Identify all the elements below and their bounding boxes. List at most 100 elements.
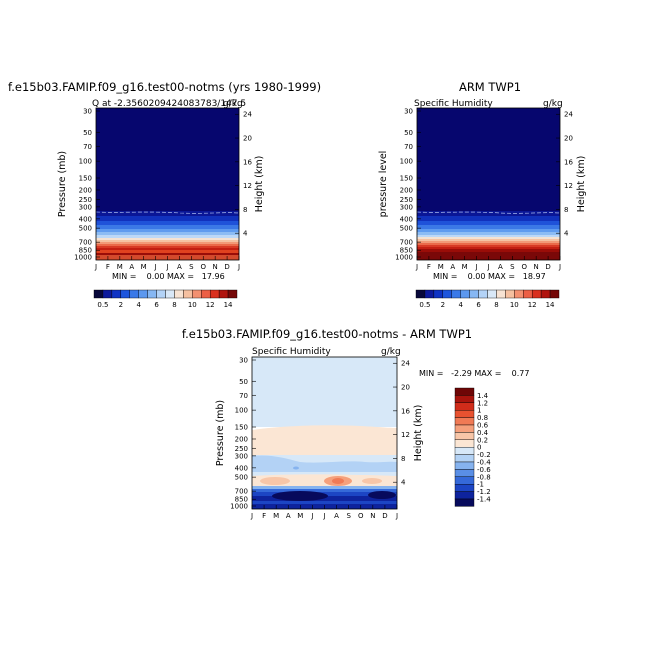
x-tick-label: S bbox=[346, 512, 351, 520]
x-tick-label: A bbox=[129, 263, 134, 271]
colorbar-box bbox=[129, 289, 139, 299]
height-tick-label: 12 bbox=[243, 182, 252, 190]
colorbar-label: 4 bbox=[136, 301, 141, 309]
y-axis-right-label: Height (km) bbox=[413, 405, 424, 462]
colorbar-box bbox=[165, 289, 175, 299]
colorbar-box bbox=[138, 289, 148, 299]
min-max-text: MIN = 0.00 MAX = 17.96 bbox=[112, 272, 225, 281]
colorbar-box bbox=[433, 289, 444, 299]
field-neg-2 bbox=[252, 489, 397, 493]
colorbar-box bbox=[415, 289, 426, 299]
y-tick-label: 200 bbox=[235, 435, 248, 443]
colorbar-box bbox=[227, 289, 238, 299]
y-tick-label: 850 bbox=[235, 496, 248, 504]
colorbar-box bbox=[454, 447, 475, 455]
x-tick-label: F bbox=[262, 512, 266, 520]
colorbar-label: 12 bbox=[528, 301, 537, 309]
colorbar-label: -0.8 bbox=[477, 473, 491, 481]
colorbar-label: 6 bbox=[154, 301, 159, 309]
colorbar-label: 2 bbox=[119, 301, 123, 309]
colorbar-box bbox=[540, 289, 551, 299]
field-band-14 bbox=[417, 249, 560, 253]
heatmap-field bbox=[417, 108, 560, 260]
x-tick-label: O bbox=[358, 512, 364, 520]
colorbar-box bbox=[454, 387, 475, 396]
x-tick-label: J bbox=[558, 263, 561, 271]
colorbar-label: 14 bbox=[546, 301, 555, 309]
x-tick-label: J bbox=[154, 263, 157, 271]
colorbar-label: 1 bbox=[477, 407, 481, 415]
colorbar-box bbox=[454, 395, 475, 403]
field-band-11 bbox=[417, 243, 560, 246]
height-axis: 24 20 16 12 8 4 bbox=[556, 111, 573, 238]
y-tick-label: 200 bbox=[400, 186, 413, 194]
colorbar-box bbox=[451, 289, 461, 299]
x-tick-label: A bbox=[286, 512, 291, 520]
colorbar-box bbox=[120, 289, 130, 299]
colorbar-box bbox=[454, 424, 475, 433]
y-tick-label: 700 bbox=[235, 488, 248, 496]
colorbar-label: 6 bbox=[476, 301, 481, 309]
field-band-11 bbox=[96, 244, 239, 247]
field-band-4 bbox=[417, 225, 560, 230]
height-tick-label: 24 bbox=[564, 111, 573, 119]
field-band-6 bbox=[96, 232, 239, 236]
height-tick-label: 12 bbox=[401, 431, 410, 439]
colorbar-label: -0.2 bbox=[477, 451, 491, 459]
field-band-13 bbox=[417, 247, 560, 250]
field-band-8 bbox=[417, 237, 560, 240]
colorbar-box bbox=[111, 289, 122, 299]
y-tick-label: 30 bbox=[83, 108, 92, 116]
x-tick-label: A bbox=[334, 512, 339, 520]
height-axis: 24 20 16 12 8 4 bbox=[393, 360, 410, 487]
y-tick-label: 700 bbox=[400, 239, 413, 247]
height-tick-label: 4 bbox=[401, 479, 406, 487]
panel-title: f.e15b03.FAMIP.f09_g16.test00-notms (yrs… bbox=[8, 80, 321, 94]
x-tick-label: A bbox=[498, 263, 503, 271]
colorbar-box bbox=[549, 289, 560, 299]
y-tick-label: 70 bbox=[239, 392, 248, 400]
y-tick-label: 150 bbox=[79, 175, 92, 183]
y-tick-label: 70 bbox=[83, 143, 92, 151]
field-band-14 bbox=[96, 250, 239, 254]
colorbar-label: 4 bbox=[458, 301, 463, 309]
y-tick-label: 100 bbox=[400, 158, 413, 166]
colorbar-box bbox=[531, 289, 542, 299]
positive-blob-1 bbox=[260, 477, 290, 485]
field-band-3 bbox=[417, 221, 560, 226]
field-blue-patch bbox=[252, 455, 397, 472]
colorbar: 0.5 2 4 6 8 10 12 14 bbox=[93, 289, 238, 309]
x-tick-label: N bbox=[534, 263, 539, 271]
negative-blob-1 bbox=[272, 491, 328, 501]
colorbar-label: 1.4 bbox=[477, 392, 489, 400]
x-tick-label: D bbox=[382, 512, 387, 520]
y-tick-label: 200 bbox=[79, 186, 92, 194]
y-tick-label: 300 bbox=[400, 203, 413, 211]
panel-model: f.e15b03.FAMIP.f09_g16.test00-notms (yrs… bbox=[8, 80, 321, 309]
y-tick-label: 1000 bbox=[395, 254, 413, 262]
heatmap-field bbox=[96, 108, 239, 260]
colorbar-label: 0.8 bbox=[477, 414, 488, 422]
colorbar-box bbox=[454, 484, 475, 492]
colorbar-box bbox=[183, 289, 193, 299]
field-band-12 bbox=[417, 245, 560, 248]
colorbar-box bbox=[523, 289, 533, 299]
colorbar-box bbox=[442, 289, 452, 299]
x-tick-label: D bbox=[545, 263, 550, 271]
x-tick-label: J bbox=[310, 512, 313, 520]
x-tick-label: N bbox=[213, 263, 218, 271]
negative-blob-2 bbox=[368, 491, 396, 499]
x-tick-label: O bbox=[521, 263, 527, 271]
min-max-text: MIN = -2.29 MAX = 0.77 bbox=[419, 369, 529, 378]
colorbar-box bbox=[505, 289, 515, 299]
field-band-12 bbox=[96, 246, 239, 249]
x-tick-label: A bbox=[450, 263, 455, 271]
field-band-5 bbox=[417, 229, 560, 233]
field-positive-band bbox=[252, 425, 397, 461]
x-tick-label: M bbox=[273, 512, 279, 520]
colorbar-label: -0.6 bbox=[477, 466, 491, 474]
height-tick-label: 8 bbox=[243, 206, 247, 214]
x-tick-label: S bbox=[510, 263, 515, 271]
y-tick-label: 70 bbox=[404, 143, 413, 151]
